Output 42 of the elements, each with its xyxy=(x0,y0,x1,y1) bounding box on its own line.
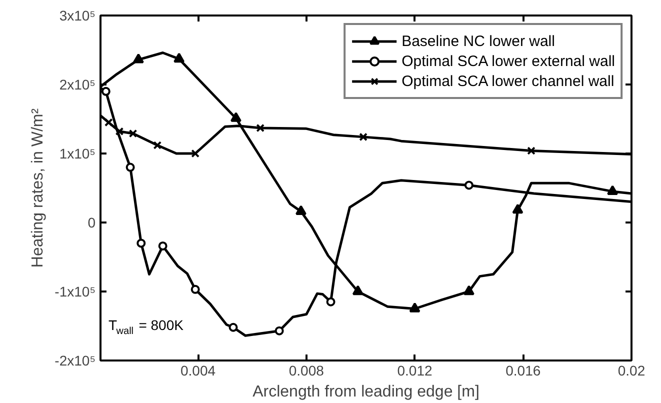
point xyxy=(126,162,135,172)
point xyxy=(230,112,242,122)
x-axis-title: Arclength from leading edge [m] xyxy=(252,384,480,400)
y-axis-title: Heating rates, in W/m² xyxy=(30,108,47,268)
legend-label: Optimal SCA lower channel wall xyxy=(402,72,614,90)
y-tick-label: 1x10⁵ xyxy=(59,146,96,162)
point xyxy=(104,118,113,127)
y-tick-label: -1x10⁵ xyxy=(54,284,96,300)
point xyxy=(115,127,124,136)
point xyxy=(132,53,144,64)
legend-label: Optimal SCA lower external wall xyxy=(402,52,615,70)
x-tick-label: 0.008 xyxy=(288,362,324,378)
point xyxy=(190,284,200,294)
y-tick-label: 3x10⁵ xyxy=(59,8,96,24)
y-tick-label: -2x10⁵ xyxy=(54,352,96,368)
y-tick-label: 0 xyxy=(88,214,96,230)
point xyxy=(228,322,238,332)
point xyxy=(158,241,168,250)
y-tick-label: 2x10⁵ xyxy=(59,76,96,92)
x-tick-label: 0.016 xyxy=(506,362,541,378)
point xyxy=(359,132,368,142)
x-tick-label: 0.02 xyxy=(618,362,646,378)
point xyxy=(512,204,524,214)
point xyxy=(274,326,284,336)
point xyxy=(464,180,474,190)
point xyxy=(101,86,110,96)
point xyxy=(527,146,536,155)
point xyxy=(409,302,420,312)
point xyxy=(326,297,336,306)
point xyxy=(256,124,265,132)
legend-label: Baseline NC lower wall xyxy=(402,32,555,50)
point xyxy=(174,52,185,63)
point xyxy=(153,141,162,150)
point xyxy=(136,238,146,248)
point xyxy=(463,285,474,296)
point xyxy=(191,149,200,158)
point xyxy=(295,205,306,216)
x-tick-label: 0.012 xyxy=(397,362,432,378)
point xyxy=(607,185,618,196)
x-tick-label: 0.004 xyxy=(180,362,216,378)
point xyxy=(128,129,138,138)
point xyxy=(352,285,364,296)
